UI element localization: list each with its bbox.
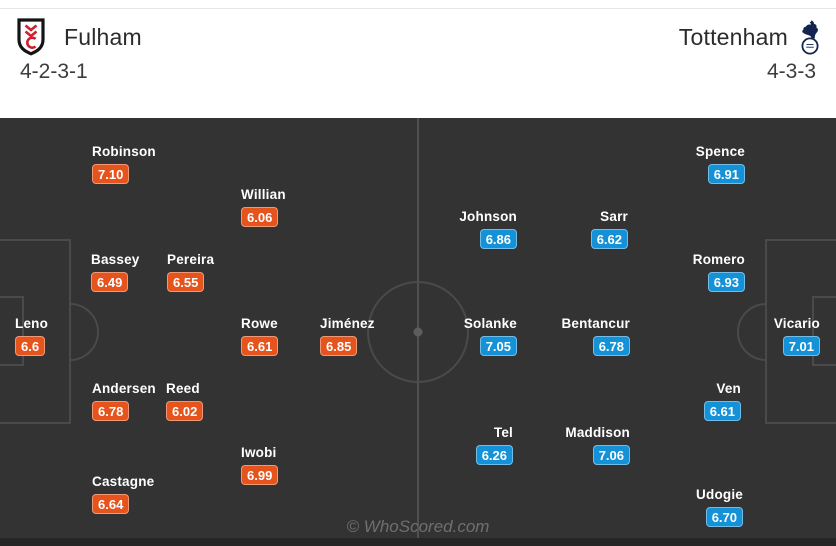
player-rating: 7.06 <box>592 444 630 465</box>
player[interactable]: Johnson 6.86 <box>459 210 517 249</box>
tottenham-crest-icon[interactable] <box>797 18 823 60</box>
player[interactable]: Willian 6.06 <box>241 188 286 227</box>
player-rating: 6.64 <box>92 493 130 514</box>
player-rating: 7.10 <box>92 163 130 184</box>
player-name: Reed <box>166 381 200 396</box>
pitch-bottom-shade <box>0 538 836 546</box>
away-team-name[interactable]: Tottenham <box>678 24 788 50</box>
player-rating: 6.78 <box>592 335 630 356</box>
player-rating: 6.55 <box>167 271 205 292</box>
player-rating: 7.05 <box>479 335 517 356</box>
away-formation: 4-3-3 <box>766 60 816 83</box>
match-header: Fulham 4-2-3-1 Tottenham 4-3-3 <box>0 0 836 118</box>
player-name: Rowe <box>241 316 278 331</box>
player[interactable]: Andersen 6.78 <box>92 382 156 421</box>
player-name: Udogie <box>696 487 743 502</box>
watermark: © WhoScored.com <box>346 517 490 536</box>
player-rating: 6.78 <box>92 400 130 421</box>
player-rating: 6.02 <box>166 400 204 421</box>
pitch: Leno 6.6 Robinson 7.10 Bassey 6.49 Andersen 6.7… <box>0 118 836 546</box>
player-name: Willian <box>241 187 286 202</box>
player-rating: 6.61 <box>241 335 279 356</box>
player-name: Andersen <box>92 381 156 396</box>
player-rating: 6.86 <box>479 228 517 249</box>
player[interactable]: Leno 6.6 <box>15 317 48 356</box>
header-divider <box>0 8 836 9</box>
player-rating: 6.85 <box>320 335 358 356</box>
player-name: Castagne <box>92 474 155 489</box>
player[interactable]: Robinson 7.10 <box>92 145 156 184</box>
player-name: Robinson <box>92 144 156 159</box>
player-name: Pereira <box>167 252 215 267</box>
player[interactable]: Iwobi 6.99 <box>241 445 279 485</box>
player[interactable]: Bentancur 6.78 <box>561 317 630 356</box>
player[interactable]: Bassey 6.49 <box>91 253 140 292</box>
home-team-name[interactable]: Fulham <box>64 24 142 50</box>
player-name: Leno <box>15 316 49 331</box>
player[interactable]: Sarr 6.62 <box>590 209 628 249</box>
player-rating: 6.91 <box>707 163 745 184</box>
player[interactable]: Reed 6.02 <box>166 381 204 421</box>
player[interactable]: Romero 6.93 <box>693 253 745 292</box>
player-rating: 6.93 <box>707 271 745 292</box>
player[interactable]: Pereira 6.55 <box>167 253 214 292</box>
player-name: Romero <box>692 252 745 267</box>
pitch-markings <box>0 118 836 546</box>
player-name: Tel <box>493 425 513 440</box>
player[interactable]: Spence 6.91 <box>696 145 745 184</box>
player-name: Maddison <box>565 425 630 440</box>
player-rating: 6.6 <box>15 335 46 356</box>
player[interactable]: Vicario 7.01 <box>774 317 820 356</box>
player-rating: 6.70 <box>705 506 743 527</box>
player[interactable]: Udogie 6.70 <box>696 488 743 527</box>
player-name: Solanke <box>463 316 517 331</box>
player[interactable]: Maddison 7.06 <box>565 426 630 465</box>
player-rating: 6.06 <box>241 206 279 227</box>
player[interactable]: Jiménez 6.85 <box>320 317 375 356</box>
player-name: Spence <box>695 144 745 159</box>
player-name: Sarr <box>600 209 628 224</box>
player[interactable]: Castagne 6.64 <box>92 475 154 514</box>
player[interactable]: Ven 6.61 <box>703 381 741 421</box>
player-name: Vicario <box>773 316 820 331</box>
player-rating: 6.49 <box>91 271 129 292</box>
player-rating: 6.62 <box>590 228 628 249</box>
player-name: Iwobi <box>241 445 277 460</box>
player[interactable]: Solanke 7.05 <box>464 317 517 356</box>
player-rating: 6.61 <box>703 400 741 421</box>
home-formation: 4-2-3-1 <box>20 60 88 83</box>
fulham-crest-icon[interactable] <box>17 18 45 61</box>
player[interactable]: Tel 6.26 <box>475 425 513 465</box>
player-rating: 6.99 <box>241 464 279 485</box>
player-name: Ven <box>716 381 741 396</box>
player[interactable]: Rowe 6.61 <box>241 316 279 356</box>
player-name: Jiménez <box>320 316 375 331</box>
player-name: Bassey <box>91 252 140 267</box>
player-name: Bentancur <box>561 316 630 331</box>
player-rating: 6.26 <box>475 444 513 465</box>
player-name: Johnson <box>459 209 517 224</box>
player-rating: 7.01 <box>782 335 820 356</box>
